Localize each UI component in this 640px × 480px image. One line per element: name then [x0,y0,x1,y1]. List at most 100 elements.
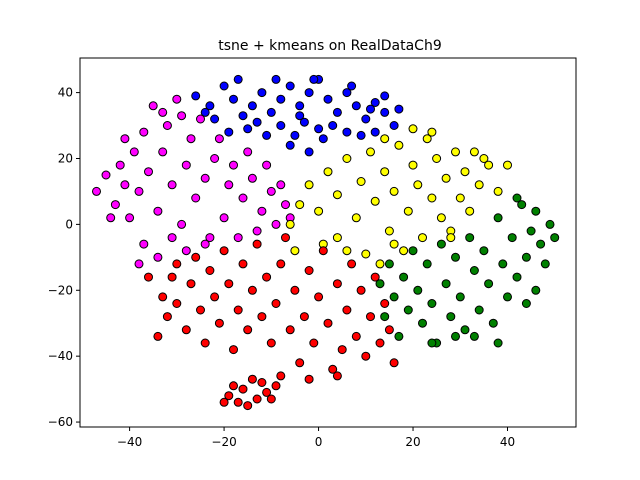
data-point [469,331,479,341]
data-point [285,140,295,150]
data-point [257,88,267,98]
data-point [281,233,290,243]
data-point [271,381,281,391]
data-point [332,371,342,381]
data-point [342,127,352,137]
data-point [153,206,163,216]
data-point [257,312,267,322]
data-point [285,325,295,335]
data-point [295,101,305,111]
data-point [521,252,531,262]
data-point [375,279,385,289]
data-point [139,127,149,137]
data-point [465,206,475,216]
data-point [247,101,257,111]
data-point [200,239,210,249]
data-point [262,130,272,140]
data-point [177,111,187,121]
data-point [224,279,234,289]
data-point [446,312,456,322]
data-point [332,279,342,289]
data-point [422,259,432,269]
data-point [347,259,357,269]
data-point [281,200,290,210]
data-point [366,104,375,114]
data-point [389,358,399,368]
data-point [238,193,248,203]
data-point [167,272,177,282]
data-point [484,160,494,170]
data-point [134,259,144,269]
data-point [191,193,201,203]
data-point [247,285,257,295]
data-point [238,111,248,121]
data-point [479,246,489,256]
data-point [351,101,361,111]
y-tick-label: −20 [48,283,73,297]
data-point [304,374,314,384]
data-point [134,186,144,196]
data-point [219,246,229,256]
data-point [266,338,276,348]
data-point [186,134,196,144]
data-point [285,81,295,91]
data-point [314,206,324,216]
data-point [299,117,309,127]
data-point [436,239,446,249]
data-point [243,401,253,411]
data-point [545,219,555,229]
data-point [451,331,460,341]
data-point [172,259,182,269]
data-point [366,312,375,322]
data-point [252,239,262,249]
data-point [408,160,418,170]
data-point [224,127,234,137]
data-point [210,292,220,302]
data-point [214,318,224,328]
data-point [247,173,257,183]
y-axis: −60 −40 −20 0 20 40 [48,86,80,429]
series-3 [375,193,560,348]
data-point [271,299,281,308]
data-point [370,272,380,282]
data-point [110,200,120,210]
data-point [233,397,243,407]
data-point [153,252,163,262]
data-point [323,318,333,328]
data-point [276,121,286,130]
data-point [229,94,238,104]
data-point [257,378,267,387]
data-point [531,285,541,295]
data-point [120,180,130,190]
data-point [536,239,546,249]
data-point [493,338,503,348]
data-point [129,147,139,157]
data-point [106,213,116,223]
data-point [191,252,201,262]
data-point [304,180,314,190]
data-point [196,114,205,124]
data-point [200,173,210,183]
x-tick-label: −40 [117,435,142,449]
y-tick-label: 40 [58,86,73,100]
data-point [276,371,286,381]
data-point [451,252,460,262]
data-point [314,124,324,134]
data-point [295,358,305,368]
data-point [474,305,484,315]
data-point [427,193,437,203]
data-point [455,193,465,203]
data-point [384,325,394,335]
data-point [465,233,475,243]
data-point [446,233,456,243]
data-point [380,312,390,322]
data-point [389,121,399,130]
data-point [200,107,210,117]
data-point [295,111,305,121]
data-point [498,259,508,269]
data-point [361,114,371,124]
data-point [210,154,220,163]
series-1 [92,94,295,269]
data-point [474,180,484,190]
